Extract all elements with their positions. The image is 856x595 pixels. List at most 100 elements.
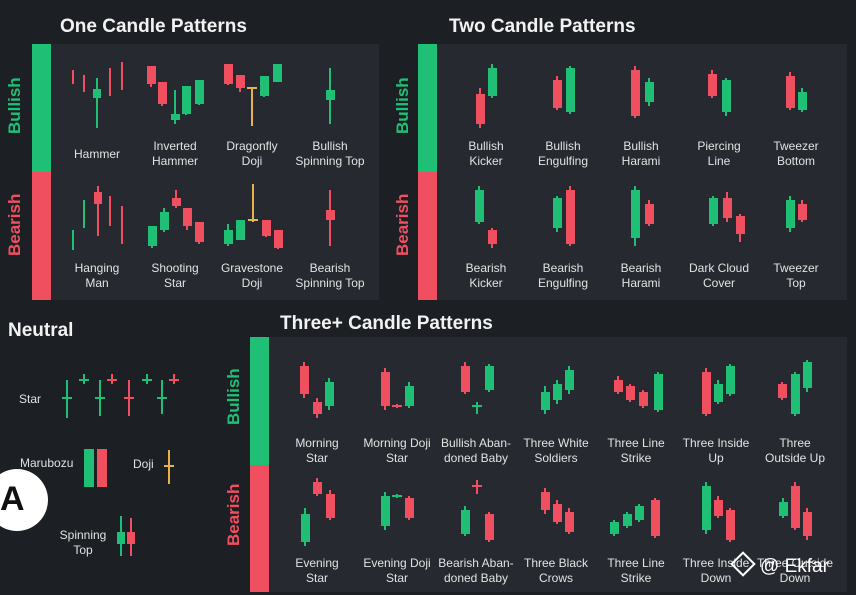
- three-candle-heading: Three+ Candle Patterns: [280, 313, 493, 334]
- wick-line: [83, 200, 85, 228]
- wick-line: [109, 196, 111, 226]
- two-bullish-label: Bullish: [393, 77, 412, 134]
- wick-line: [72, 230, 74, 250]
- candlestick: [84, 449, 94, 487]
- candlestick: [613, 376, 623, 394]
- candlestick: [325, 68, 335, 124]
- candlestick: [735, 214, 745, 242]
- candlestick: [565, 66, 575, 114]
- pattern-label: Bearish Spinning Top: [295, 261, 365, 290]
- doji-candle: [248, 184, 258, 222]
- doji-candle: [169, 374, 179, 384]
- pattern-label: Bullish Aban-doned Baby: [440, 436, 512, 465]
- diamond-icon: [730, 551, 756, 577]
- pattern-label: Bearish Kicker: [465, 261, 507, 290]
- two-candle-heading: Two Candle Patterns: [449, 16, 636, 37]
- candlestick: [785, 196, 795, 232]
- wick-line: [72, 70, 74, 84]
- candlestick: [713, 496, 723, 518]
- candlestick: [324, 378, 334, 410]
- one-bearish-label: Bearish: [5, 193, 24, 256]
- candlestick: [147, 226, 157, 248]
- candlestick: [146, 66, 156, 87]
- candlestick: [380, 368, 390, 410]
- candlestick: [325, 190, 335, 246]
- candlestick: [235, 220, 245, 240]
- pattern-label: Tweezer Bottom: [773, 139, 819, 168]
- candlestick: [117, 516, 125, 556]
- three-candle-panel: [269, 337, 847, 592]
- wick-line: [83, 75, 85, 92]
- three-bearish-label: Bearish: [224, 483, 243, 546]
- candlestick: [261, 220, 271, 237]
- pattern-label: Three Black Crows: [523, 556, 589, 585]
- one-bullish-bar: [32, 44, 51, 172]
- candlestick: [223, 224, 233, 246]
- candlestick: [653, 372, 663, 412]
- candlestick: [325, 490, 335, 520]
- candlestick: [630, 66, 640, 118]
- candlestick: [312, 398, 322, 418]
- pattern-label: Bearish Aban-doned Baby: [438, 556, 514, 585]
- candlestick: [223, 64, 233, 85]
- doji-candle: [142, 374, 152, 384]
- neutral-label-marubozu: Marubozu: [20, 456, 74, 470]
- candlestick: [300, 508, 310, 546]
- candlestick: [94, 186, 102, 236]
- candlestick: [487, 228, 497, 248]
- candlestick: [725, 364, 735, 396]
- candlestick: [484, 512, 494, 542]
- candlestick: [778, 498, 788, 518]
- candlestick: [474, 186, 484, 224]
- candlestick: [713, 380, 723, 404]
- two-bearish-label: Bearish: [393, 193, 412, 256]
- neutral-label-spinning-top: Spinning Top: [59, 528, 107, 557]
- candlestick: [93, 78, 101, 128]
- candlestick: [194, 80, 204, 105]
- pattern-label: Bearish Harami: [620, 261, 662, 290]
- doji-candle: [62, 380, 72, 418]
- candlestick: [157, 82, 167, 106]
- pattern-label: Shooting Star: [151, 261, 199, 290]
- pattern-label: Bullish Kicker: [468, 139, 504, 168]
- pattern-label: Three Outside Up: [764, 436, 826, 465]
- candlestick: [552, 500, 562, 524]
- two-bearish-bar: [418, 172, 437, 300]
- doji-candle: [164, 450, 174, 484]
- candlestick: [380, 492, 390, 530]
- candlestick: [650, 498, 660, 538]
- neutral-heading: Neutral: [8, 320, 74, 341]
- pattern-label: Three Line Strike: [607, 436, 665, 465]
- candlestick: [790, 482, 800, 530]
- candlestick: [722, 192, 732, 222]
- pattern-label: Evening Star: [295, 556, 339, 585]
- candlestick: [701, 368, 711, 416]
- doji-candle: [107, 374, 117, 384]
- pattern-label: Hammer: [73, 147, 120, 161]
- candlestick: [273, 230, 283, 249]
- candlestick: [540, 488, 550, 514]
- three-bullish-bar: [250, 337, 269, 465]
- candlestick: [170, 90, 180, 124]
- one-bearish-bar: [32, 172, 51, 300]
- candlestick: [484, 364, 494, 392]
- doji-candle: [392, 494, 402, 498]
- candlestick: [609, 520, 619, 536]
- pattern-label: Three White Soldiers: [523, 436, 589, 465]
- neutral-label-star: Star: [19, 392, 42, 406]
- two-bullish-bar: [418, 44, 437, 172]
- wick-line: [121, 206, 123, 244]
- one-candle-panel: [51, 44, 379, 300]
- candlestick: [404, 382, 414, 408]
- pattern-label: Three Inside Down: [682, 556, 750, 585]
- pattern-label: Morning Star: [295, 436, 339, 465]
- pattern-label: Morning Doji Star: [363, 436, 431, 465]
- doji-candle: [124, 380, 134, 416]
- wick-line: [121, 62, 123, 90]
- candlestick: [312, 478, 322, 496]
- doji-candle: [472, 402, 482, 414]
- candlestick: [404, 496, 414, 520]
- candlestick: [707, 70, 717, 98]
- one-candle-heading: One Candle Patterns: [60, 16, 247, 37]
- three-bearish-bar: [250, 465, 269, 592]
